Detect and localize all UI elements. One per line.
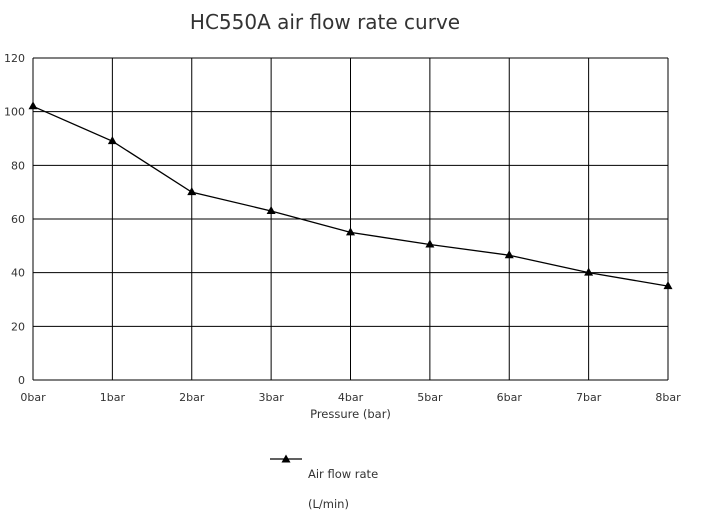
x-tick-label: 0bar: [20, 391, 46, 404]
data-point-marker: [584, 267, 594, 276]
x-tick-label: 6bar: [497, 391, 523, 404]
y-tick-label: 80: [11, 159, 25, 172]
data-point-marker: [266, 205, 276, 214]
y-tick-label: 120: [4, 52, 25, 65]
x-tick-labels: 0bar 1bar 2bar 3bar 4bar 5bar 6bar 7bar 8bar: [20, 391, 681, 404]
data-point-marker: [425, 239, 435, 248]
legend-swatch-air-flow: [270, 454, 302, 463]
data-point-marker: [346, 227, 355, 236]
y-tick-label: 100: [4, 106, 25, 119]
chart-grid: [32, 57, 669, 381]
data-point-marker: [107, 136, 117, 145]
y-tick-label: 20: [11, 320, 25, 333]
y-tick-label: 60: [11, 213, 25, 226]
legend-label-air-flow: Air flow rate (L/min): [308, 452, 378, 527]
data-point-marker: [28, 101, 38, 110]
chart-title: HC550A air flow rate curve: [189, 10, 461, 34]
x-tick-label: 3bar: [259, 391, 285, 404]
x-axis-title: Pressure (bar): [310, 407, 391, 421]
data-point-marker: [504, 250, 514, 259]
x-tick-label: 4bar: [338, 391, 364, 404]
x-tick-label: 2bar: [179, 391, 205, 404]
y-tick-label: 40: [11, 267, 25, 280]
series-layer: [28, 101, 673, 290]
legend-label-line1: Air flow rate: [308, 467, 379, 481]
chart-canvas: 0 20 40 60 80 100 120 0bar 1bar 2bar 3bar 4bar 5bar…: [4, 52, 681, 421]
legend-label-line2: (L/min): [308, 497, 349, 511]
legend: Air flow rate (L/min): [268, 452, 378, 527]
x-tick-label: 8bar: [655, 391, 681, 404]
data-point-marker: [663, 281, 673, 290]
data-point-marker: [187, 187, 197, 196]
x-tick-label: 1bar: [100, 391, 126, 404]
x-tick-label: 7bar: [576, 391, 602, 404]
y-tick-labels: 0 20 40 60 80 100 120: [4, 52, 25, 387]
x-tick-label: 5bar: [417, 391, 443, 404]
y-tick-label: 0: [18, 374, 25, 387]
